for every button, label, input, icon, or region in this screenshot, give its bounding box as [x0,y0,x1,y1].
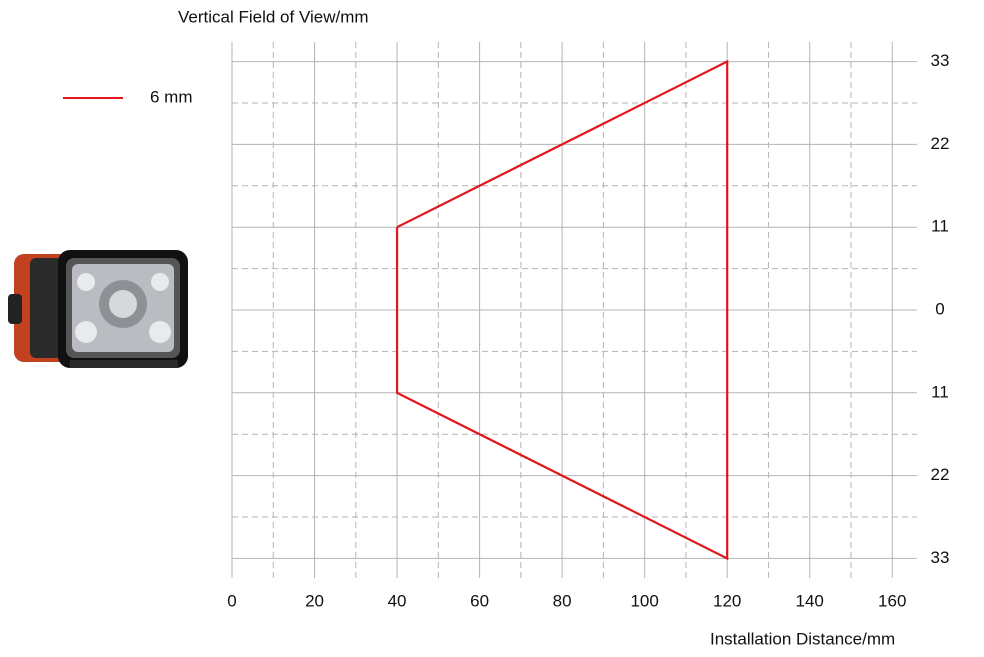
y-tick-label: 11 [931,217,949,236]
y-tick-label: 0 [935,299,944,318]
y-tick-label: 33 [931,51,950,70]
y-tick-label: 22 [931,134,950,153]
x-tick-label: 40 [388,591,407,610]
x-tick-label: 160 [878,591,906,610]
x-tick-label: 120 [713,591,741,610]
legend-label: 6 mm [150,87,193,106]
x-tick-label: 20 [305,591,324,610]
y-tick-label: 11 [931,382,949,401]
x-tick-label: 140 [796,591,824,610]
x-tick-label: 60 [470,591,489,610]
y-tick-label: 33 [931,548,950,567]
camera-image [8,250,188,368]
x-tick-label: 0 [227,591,236,610]
fov-line [395,59,729,561]
y-axis-label: Vertical Field of View/mm [178,7,369,26]
x-axis-label: Installation Distance/mm [710,629,895,648]
x-tick-label: 100 [630,591,658,610]
y-tick-label: 22 [931,465,950,484]
x-tick-label: 80 [553,591,572,610]
